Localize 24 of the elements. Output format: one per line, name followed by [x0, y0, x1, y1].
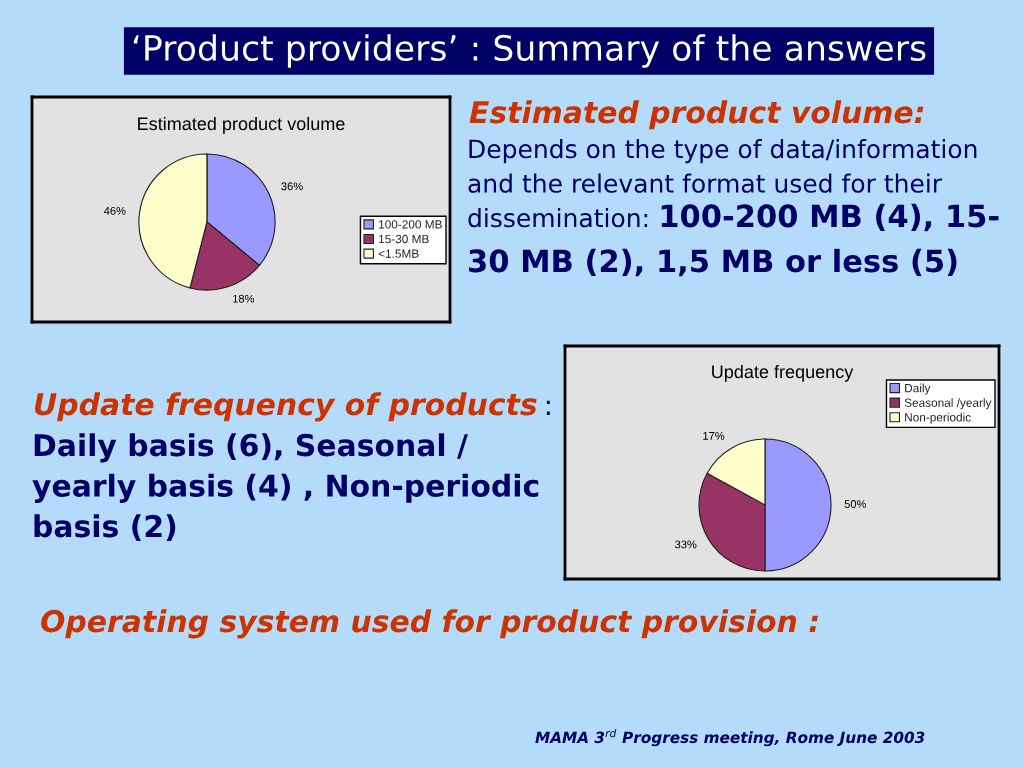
- legend-label: Seasonal /yearly: [904, 398, 992, 410]
- text: ‘Product providers’ : Summary of the answers: [133, 34, 926, 68]
- data-label: 46%: [103, 206, 126, 215]
- chart-title: Update frequency: [712, 364, 854, 382]
- data-label: 18%: [233, 294, 255, 303]
- text: Estimated product volume:: [469, 100, 924, 130]
- text: 100-200 MB (4), 15-: [661, 203, 999, 232]
- legend-label: <1.5MB: [378, 249, 419, 258]
- text: Daily basis (6), Seasonal / yearly basis (4) , Non-periodic basis (2): [32, 433, 539, 541]
- text: :: [546, 400, 550, 415]
- legend-label: Daily: [905, 383, 931, 395]
- text: dissemination:: [468, 208, 648, 228]
- data-label: 17%: [703, 431, 725, 440]
- data-label: 50%: [844, 500, 867, 508]
- data-label: 36%: [281, 182, 303, 191]
- text: Operating system used for product provision :: [41, 609, 818, 639]
- chart-title: Estimated product volume: [138, 116, 345, 134]
- legend-label: Non-periodic: [905, 412, 971, 424]
- text: 30 MB (2), 1,5 MB or less (5): [469, 248, 957, 277]
- legend-label: 100-200 MB: [379, 220, 442, 229]
- legend-label: 15-30 MB: [379, 234, 429, 244]
- text: MAMA 3$^{rd}$ Progress meeting, Rome June 2003: [535, 728, 925, 747]
- data-label: 33%: [675, 540, 697, 549]
- text: Update frequency of products: [35, 392, 537, 422]
